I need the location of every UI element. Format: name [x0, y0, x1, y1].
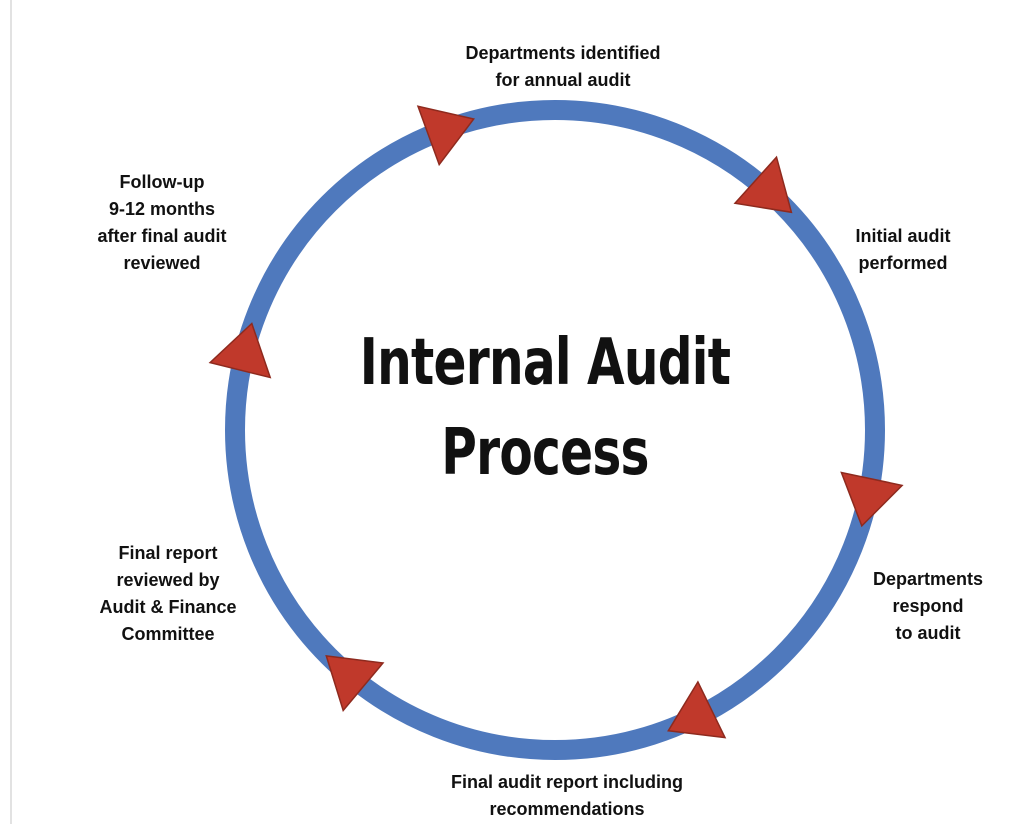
arrow-to-follow-up-icon — [325, 655, 385, 713]
arrow-to-final-report-icon — [840, 471, 904, 528]
arrow-to-committee-review-icon — [667, 680, 727, 739]
step-departments-respond: Departments respond to audit — [872, 569, 984, 643]
arrow-to-departments-respond-icon — [733, 155, 793, 214]
step-final-report-reviewed: Final report reviewed by Audit & Finance… — [99, 543, 237, 644]
diagram-title: Internal Audit Process — [301, 318, 788, 498]
title-line-1: Internal Audit — [359, 326, 731, 400]
step-departments-identified: Departments identified for annual audit — [465, 43, 661, 90]
cycle-arrows — [208, 105, 904, 739]
step-final-audit-report: Final audit report including recommendat… — [451, 772, 683, 819]
left-border-line — [10, 0, 12, 824]
arrow-to-departments-identified-icon — [208, 322, 272, 379]
cycle-ring — [225, 100, 885, 760]
arrow-to-initial-audit-icon — [416, 105, 475, 167]
title-line-2: Process — [441, 416, 649, 490]
step-follow-up: Follow-up 9-12 months after final audit … — [97, 172, 227, 273]
step-initial-audit: Initial audit performed — [855, 226, 951, 273]
